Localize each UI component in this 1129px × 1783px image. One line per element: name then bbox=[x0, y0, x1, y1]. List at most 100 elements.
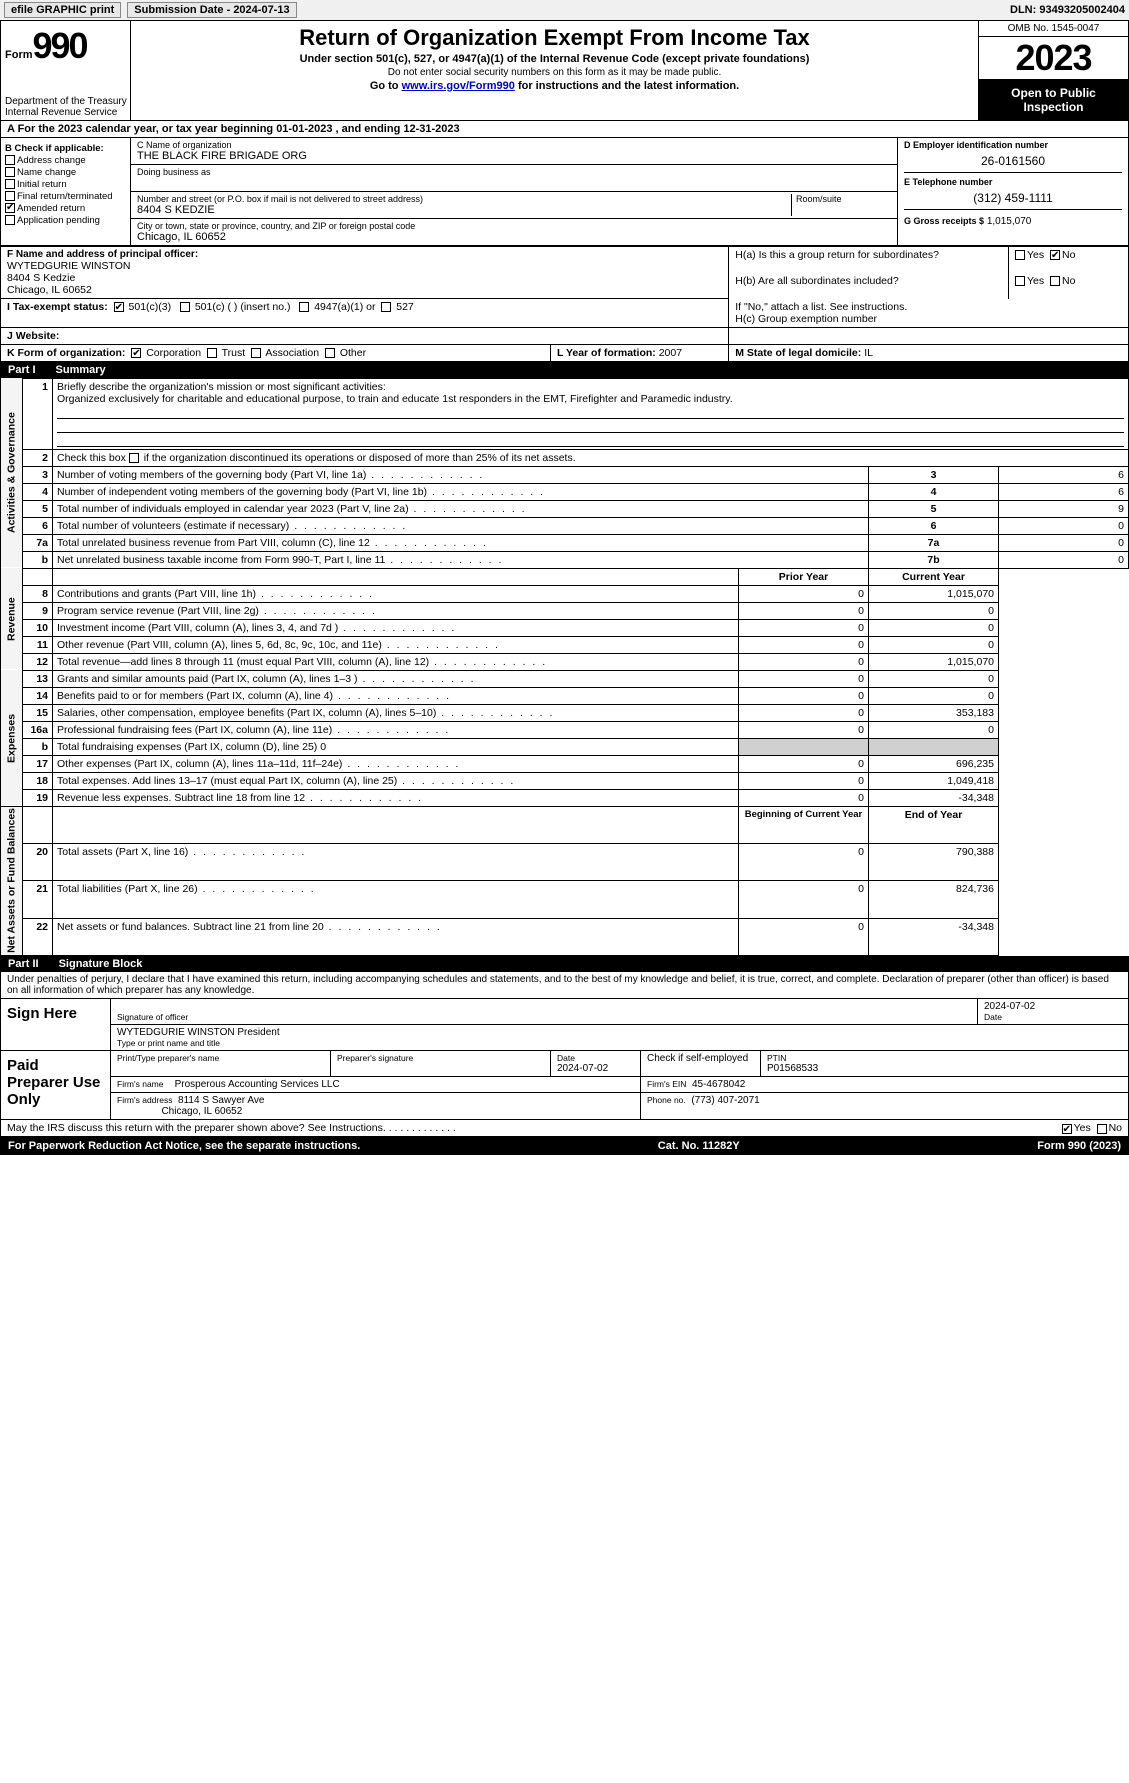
line-12-num: 12 bbox=[23, 653, 53, 670]
line-5-num: 5 bbox=[23, 500, 53, 517]
footer-mid: Cat. No. 11282Y bbox=[658, 1140, 740, 1152]
box-cd: C Name of organization THE BLACK FIRE BR… bbox=[131, 138, 1128, 245]
ha-label: H(a) Is this a group return for subordin… bbox=[735, 249, 939, 261]
dln-label: DLN: 93493205002404 bbox=[1010, 4, 1125, 16]
part1-label: Part I bbox=[8, 364, 36, 376]
line-4-text: Number of independent voting members of … bbox=[53, 483, 869, 500]
line-19-num: 19 bbox=[23, 789, 53, 806]
lbl-other: Other bbox=[340, 347, 366, 359]
goto-pre: Go to bbox=[370, 80, 402, 92]
chk-501c[interactable] bbox=[180, 302, 190, 312]
irs-link[interactable]: www.irs.gov/Form990 bbox=[402, 80, 515, 92]
efile-button[interactable]: efile GRAPHIC print bbox=[4, 2, 121, 18]
officer-addr1: 8404 S Kedzie bbox=[7, 272, 722, 284]
line-15-prior: 0 bbox=[739, 704, 869, 721]
line-20-curr: 790,388 bbox=[869, 843, 999, 880]
phone-val: (773) 407-2071 bbox=[691, 1095, 759, 1106]
chk-501c3[interactable] bbox=[114, 302, 124, 312]
form-header: Form990 Department of the Treasury Inter… bbox=[0, 21, 1129, 121]
line-19-text: Revenue less expenses. Subtract line 18 … bbox=[53, 789, 739, 806]
footer-left: For Paperwork Reduction Act Notice, see … bbox=[8, 1140, 360, 1152]
line-9-num: 9 bbox=[23, 602, 53, 619]
chk-assoc[interactable] bbox=[251, 348, 261, 358]
line-7a-val: 0 bbox=[999, 534, 1129, 551]
line-b-prior bbox=[739, 738, 869, 755]
line-14-curr: 0 bbox=[869, 687, 999, 704]
line-10-text: Investment income (Part VIII, column (A)… bbox=[53, 619, 739, 636]
header-right: OMB No. 1545-0047 2023 Open to Public In… bbox=[978, 21, 1128, 120]
lbl-501c3: 501(c)(3) bbox=[129, 301, 172, 313]
signature-block: Sign Here Signature of officer 2024-07-0… bbox=[0, 999, 1129, 1120]
lbl-assoc: Association bbox=[265, 347, 319, 359]
line-2-num: 2 bbox=[23, 449, 53, 466]
room-label: Room/suite bbox=[796, 194, 891, 204]
hb-label: H(b) Are all subordinates included? bbox=[735, 275, 898, 287]
line-2-text: Check this box if the organization disco… bbox=[53, 449, 1129, 466]
ha-yes[interactable] bbox=[1015, 250, 1025, 260]
line-6-boxnum: 6 bbox=[869, 517, 999, 534]
line-13-prior: 0 bbox=[739, 670, 869, 687]
chk-final-return[interactable] bbox=[5, 191, 15, 201]
hb-no[interactable] bbox=[1050, 276, 1060, 286]
hdr-prior: Prior Year bbox=[739, 568, 869, 585]
dba-label: Doing business as bbox=[137, 167, 891, 177]
line-16a-num: 16a bbox=[23, 721, 53, 738]
line-13-curr: 0 bbox=[869, 670, 999, 687]
chk-527[interactable] bbox=[381, 302, 391, 312]
tel-label: E Telephone number bbox=[904, 177, 1122, 187]
tel-value: (312) 459-1111 bbox=[904, 187, 1122, 205]
discuss-no[interactable] bbox=[1097, 1124, 1107, 1134]
chk-application-pending[interactable] bbox=[5, 215, 15, 225]
line-3-num: 3 bbox=[23, 466, 53, 483]
box-i-label: I Tax-exempt status: bbox=[7, 301, 108, 313]
line-20-text: Total assets (Part X, line 16) bbox=[53, 843, 739, 880]
phone-lbl: Phone no. bbox=[647, 1095, 686, 1105]
line-5-val: 9 bbox=[999, 500, 1129, 517]
line-22-prior: 0 bbox=[739, 918, 869, 956]
box-b: B Check if applicable: Address change Na… bbox=[1, 138, 131, 245]
gross-value: 1,015,070 bbox=[987, 216, 1032, 227]
line-15-text: Salaries, other compensation, employee b… bbox=[53, 704, 739, 721]
line-6-val: 0 bbox=[999, 517, 1129, 534]
chk-corp[interactable] bbox=[131, 348, 141, 358]
lbl-final-return: Final return/terminated bbox=[17, 191, 113, 202]
section-fhij: F Name and address of principal officer:… bbox=[0, 246, 1129, 362]
chk-trust[interactable] bbox=[207, 348, 217, 358]
lbl-amended-return: Amended return bbox=[17, 203, 85, 214]
line-7a-boxnum: 7a bbox=[869, 534, 999, 551]
line-7b-val: 0 bbox=[999, 551, 1129, 568]
line-21-curr: 824,736 bbox=[869, 881, 999, 918]
line-20-prior: 0 bbox=[739, 843, 869, 880]
line-8-prior: 0 bbox=[739, 585, 869, 602]
line-15-curr: 353,183 bbox=[869, 704, 999, 721]
side-label-exp: Expenses bbox=[1, 670, 23, 806]
sign-here-label: Sign Here bbox=[1, 999, 111, 1050]
form-title: Return of Organization Exempt From Incom… bbox=[139, 25, 970, 51]
firm-ein-lbl: Firm's EIN bbox=[647, 1079, 686, 1089]
chk-amended-return[interactable] bbox=[5, 203, 15, 213]
submission-date-button[interactable]: Submission Date - 2024-07-13 bbox=[127, 2, 296, 18]
box-l-label: L Year of formation: bbox=[557, 347, 656, 359]
hb-yes[interactable] bbox=[1015, 276, 1025, 286]
ha-no[interactable] bbox=[1050, 250, 1060, 260]
chk-name-change[interactable] bbox=[5, 167, 15, 177]
chk-4947[interactable] bbox=[299, 302, 309, 312]
officer-title-lbl: Type or print name and title bbox=[117, 1038, 1122, 1048]
prep-date-lbl: Date bbox=[557, 1053, 634, 1063]
footer-bar: For Paperwork Reduction Act Notice, see … bbox=[0, 1137, 1129, 1155]
line-4-val: 6 bbox=[999, 483, 1129, 500]
header-mid: Return of Organization Exempt From Incom… bbox=[131, 21, 978, 120]
line-18-prior: 0 bbox=[739, 772, 869, 789]
chk-initial-return[interactable] bbox=[5, 179, 15, 189]
chk-other[interactable] bbox=[325, 348, 335, 358]
line-13-text: Grants and similar amounts paid (Part IX… bbox=[53, 670, 739, 687]
dept-treasury: Department of the Treasury Internal Reve… bbox=[5, 96, 127, 118]
box-d: D Employer identification number 26-0161… bbox=[898, 138, 1128, 245]
officer-name: WYTEDGURIE WINSTON bbox=[7, 260, 722, 272]
lbl-trust: Trust bbox=[222, 347, 246, 359]
line-5-boxnum: 5 bbox=[869, 500, 999, 517]
line-18-curr: 1,049,418 bbox=[869, 772, 999, 789]
hdr-end: End of Year bbox=[869, 806, 999, 843]
chk-address-change[interactable] bbox=[5, 155, 15, 165]
discuss-yes[interactable] bbox=[1062, 1124, 1072, 1134]
